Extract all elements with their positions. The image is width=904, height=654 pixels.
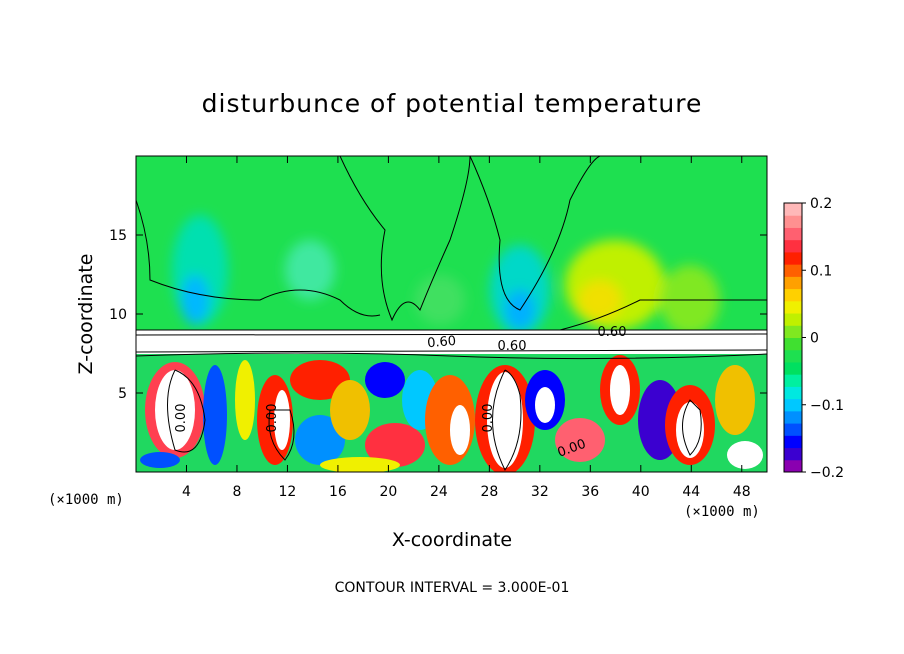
colorbar-segment <box>784 288 802 302</box>
colorbar-segment <box>784 410 802 424</box>
x-tick-label: 8 <box>232 484 241 500</box>
colorbar-tick-label: 0.2 <box>810 196 832 212</box>
colorbar-tick-label: −0.2 <box>810 465 844 481</box>
x-tick-label: 24 <box>430 484 448 500</box>
lower-eddies <box>140 355 763 472</box>
contour-label: 0.60 <box>427 334 457 351</box>
y-axis-label: Z-coordinate <box>75 254 97 375</box>
y-axis: 5 10 15 <box>109 228 767 402</box>
colorbar-segment <box>784 251 802 265</box>
colorbar-segment <box>784 398 802 412</box>
colorbar-tick-label: 0.1 <box>810 263 832 279</box>
x-tick-label: 48 <box>733 484 751 500</box>
x-tick-label: 36 <box>581 484 599 500</box>
colorbar-tick-label: −0.1 <box>810 398 844 414</box>
colorbar-segment <box>784 423 802 436</box>
x-tick-label: 40 <box>632 484 650 500</box>
colorbar: 0.2 0.1 0 −0.1 −0.2 <box>783 196 844 481</box>
x-tick-label: 28 <box>480 484 498 500</box>
colorbar-segment <box>784 325 802 338</box>
x-tick-label: 16 <box>329 484 347 500</box>
x-tick-label: 4 <box>182 484 191 500</box>
colorbar-segment <box>784 300 802 314</box>
colorbar-segment <box>784 386 802 400</box>
colorbar-segment <box>784 239 802 253</box>
x-axis: 4 8 12 16 20 24 28 32 36 40 44 48 <box>182 156 751 500</box>
contour-label: 0.60 <box>598 325 627 340</box>
contour-label: 0.00 <box>174 404 189 433</box>
y-unit-label: (×1000 m) <box>48 492 124 508</box>
colorbar-segment <box>784 264 802 277</box>
y-tick-label: 15 <box>109 228 127 244</box>
x-tick-label: 12 <box>279 484 297 500</box>
x-unit-label: (×1000 m) <box>684 504 760 520</box>
colorbar-segment <box>784 361 802 375</box>
contour-label: 0.00 <box>265 404 280 433</box>
x-tick-label: 44 <box>682 484 700 500</box>
y-tick-label: 5 <box>118 386 127 402</box>
colorbar-segment <box>784 447 802 461</box>
colorbar-segment <box>784 227 802 241</box>
colorbar-segment <box>784 313 802 326</box>
contour-label: 0.00 <box>481 404 496 433</box>
field-image <box>136 156 767 472</box>
chart-title: disturbunce of potential temperature <box>202 89 703 118</box>
colorbar-segment <box>784 459 802 473</box>
colorbar-segment <box>784 435 802 449</box>
contour-interval: CONTOUR INTERVAL = 3.000E-01 <box>335 580 570 596</box>
colorbar-segment <box>784 374 802 387</box>
upper-anomalies <box>172 215 720 335</box>
colorbar-segment <box>784 349 802 363</box>
x-tick-label: 20 <box>379 484 397 500</box>
colorbar-segment <box>784 203 802 216</box>
colorbar-tick-label: 0 <box>810 331 819 347</box>
colorbar-segment <box>784 276 802 290</box>
colorbar-segment <box>784 337 802 351</box>
contour-lines <box>136 156 767 471</box>
colorbar-segment <box>784 215 802 228</box>
contour-label: 0.60 <box>498 339 527 354</box>
x-axis-label: X-coordinate <box>392 529 512 551</box>
plot-area <box>135 155 768 473</box>
y-tick-label: 10 <box>109 307 127 323</box>
x-tick-label: 32 <box>531 484 549 500</box>
